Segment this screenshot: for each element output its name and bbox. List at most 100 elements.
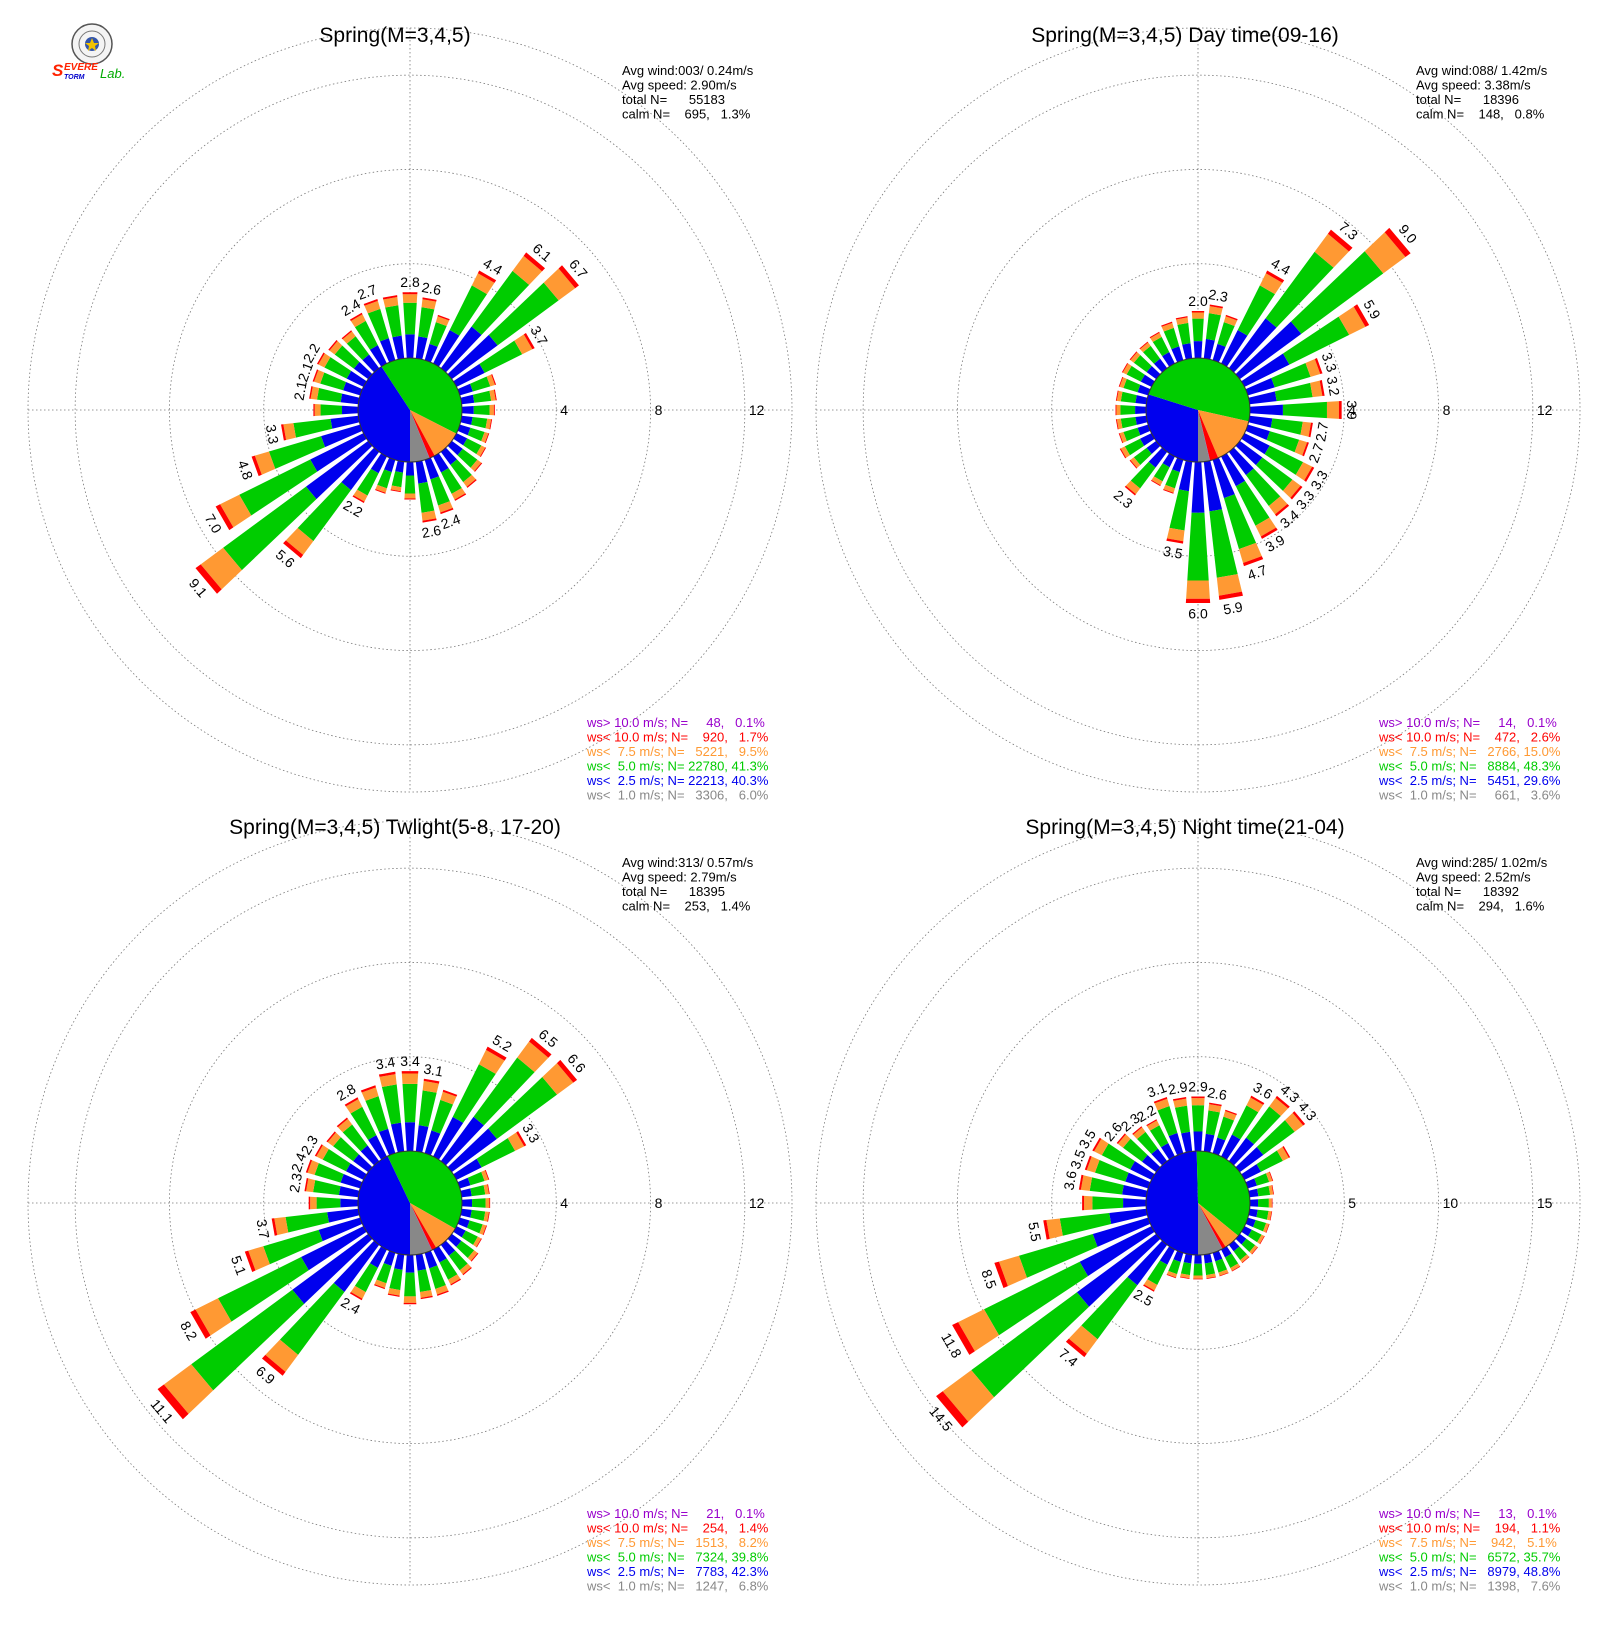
sector-segment [1254, 1173, 1270, 1186]
sector-segment [542, 1063, 574, 1095]
sector-segment [305, 1159, 313, 1173]
sector-segment [437, 314, 450, 321]
sector-segment [1221, 1134, 1241, 1160]
sector-segment [1178, 460, 1193, 492]
sector-segment [440, 1240, 456, 1256]
sector-segment [1122, 363, 1132, 375]
sector-segment [1152, 336, 1170, 357]
ring-tick-label: 8 [655, 1195, 663, 1211]
sector-segment [433, 1116, 464, 1160]
sector-segment [486, 374, 495, 387]
sector-segment [1139, 341, 1149, 350]
sector-bar-60 [1241, 1146, 1291, 1180]
legend-entry: ws< 7.5 m/s; N= 2766, 15.0% [1378, 744, 1561, 759]
sector-segment [1180, 1273, 1190, 1279]
sector-segment [1300, 421, 1312, 437]
sector-label: 5.9 [1222, 598, 1244, 617]
sector-segment [360, 1145, 380, 1166]
sector-segment [1140, 374, 1155, 387]
sector-segment [433, 453, 449, 473]
sector-segment [383, 1250, 396, 1266]
sector-bar-100 [460, 1208, 490, 1222]
sector-bar-160 [424, 1250, 449, 1296]
sector-segment [308, 1196, 311, 1210]
sector-bar-340 [360, 1085, 396, 1156]
sector-segment [415, 1253, 427, 1271]
sector-segment [1228, 1137, 1254, 1166]
sector-segment [327, 1208, 360, 1223]
sector-segment [440, 1091, 457, 1105]
sector-segment [1059, 1212, 1112, 1236]
sector-segment [318, 1217, 363, 1242]
sector-segment [1079, 1226, 1155, 1277]
sector-segment [285, 1212, 329, 1233]
sector-segment [461, 1230, 478, 1245]
sector-segment [457, 448, 478, 468]
sector-segment [1225, 1253, 1239, 1269]
sector-segment [1265, 251, 1334, 328]
sector-segment [491, 374, 497, 385]
sector-segment [460, 1208, 472, 1218]
sector-segment [489, 404, 494, 416]
sector-bar-280 [1115, 390, 1148, 405]
sector-segment [479, 340, 523, 373]
sector-segment [1193, 1275, 1203, 1279]
sector-bar-90 [1249, 1198, 1273, 1208]
sector-segment [454, 493, 467, 501]
sector-segment [281, 424, 287, 441]
sector-segment [435, 1285, 449, 1295]
sector-bar-230 [1129, 440, 1161, 469]
sector-segment [424, 343, 438, 363]
sector-bar-140 [440, 447, 477, 488]
sector-segment [470, 376, 491, 392]
sector-segment [1046, 1218, 1063, 1239]
sector-segment [1203, 338, 1215, 360]
sector-segment [1223, 1111, 1237, 1121]
sector-segment [1205, 1110, 1220, 1136]
stats-line: total N= 55183 [622, 92, 725, 107]
sector-bar-40: 7.3 [1228, 218, 1361, 373]
sector-bar-160: 2.4 [424, 457, 463, 532]
sector-segment [1166, 1270, 1178, 1278]
sector-segment [1265, 270, 1285, 283]
sector-segment [473, 1236, 482, 1247]
sector-segment [447, 334, 498, 380]
sector-segment [493, 404, 495, 416]
sector-segment [1150, 332, 1162, 342]
sector-label: 6.0 [1188, 605, 1208, 621]
sector-segment [1146, 440, 1161, 455]
sector-segment [1209, 304, 1223, 309]
sector-segment [1173, 1250, 1184, 1263]
sector-segment [1180, 1262, 1192, 1276]
sector-segment [1230, 1263, 1240, 1271]
sector-segment [353, 1154, 373, 1173]
sector-segment [1217, 1116, 1235, 1141]
sector-segment [285, 527, 314, 555]
sector-segment [493, 389, 497, 401]
sector-segment [452, 1064, 496, 1123]
sector-segment [453, 1226, 466, 1238]
sector-segment [1209, 509, 1238, 578]
sector-segment [998, 1255, 1027, 1287]
sector-segment [301, 1226, 367, 1271]
sector-segment [1123, 1198, 1147, 1208]
sector-segment [1245, 468, 1281, 507]
sector-segment [385, 305, 402, 338]
sector-segment [404, 493, 416, 499]
sector-segment [1233, 1246, 1247, 1261]
sector-segment [485, 1198, 490, 1208]
sector-segment [1221, 1246, 1232, 1258]
sector-bar-270 [1115, 404, 1147, 416]
sector-label: 2.1 [294, 360, 316, 384]
sector-segment [479, 447, 487, 458]
sector-segment [304, 1178, 309, 1192]
sector-segment [341, 330, 353, 340]
panel-title: Spring(M=3,4,5) Night time(21-04) [1025, 816, 1344, 839]
sector-bar-80 [1248, 1185, 1275, 1198]
sector-bar-200 [374, 1250, 396, 1290]
sector-segment [1086, 1156, 1100, 1173]
legend-entry: ws< 10.0 m/s; N= 254, 1.4% [586, 1521, 769, 1536]
sector-segment [1241, 1238, 1256, 1252]
sector-segment [447, 440, 463, 456]
sector-bar-50: 9.0 [1235, 221, 1421, 380]
